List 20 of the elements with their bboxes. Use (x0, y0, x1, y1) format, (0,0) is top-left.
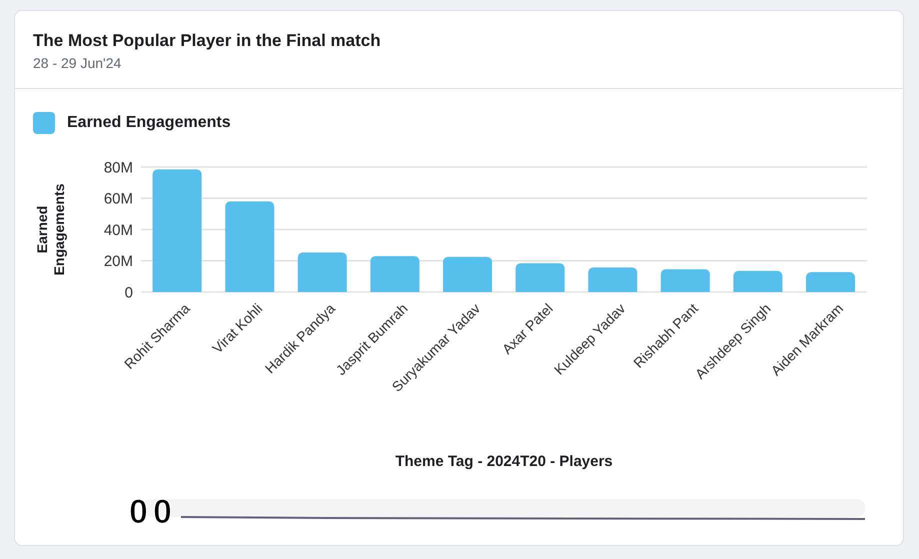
y-tick-label: 80M (104, 159, 133, 176)
bar (225, 201, 274, 292)
y-axis-title: Earned Engagements (34, 183, 67, 276)
bar (516, 263, 565, 292)
bar (806, 272, 856, 292)
y-tick-label: 60M (104, 190, 133, 208)
bar (370, 256, 420, 292)
bar (443, 256, 492, 292)
chart-subtitle: 28 - 29 Jun'24 (33, 55, 122, 71)
y-tick-label: 40M (104, 222, 133, 239)
bar (733, 270, 782, 292)
chart-title: The Most Popular Player in the Final match (33, 31, 381, 51)
y-tick-label: 0 (124, 284, 133, 302)
legend-label: Earned Engagements (67, 114, 231, 132)
bar (298, 252, 347, 292)
x-axis-title: Theme Tag - 2024T20 - Players (395, 453, 613, 470)
bar (152, 169, 202, 292)
bar (588, 267, 638, 292)
y-tick-label: 20M (104, 253, 133, 270)
bar (660, 269, 710, 292)
